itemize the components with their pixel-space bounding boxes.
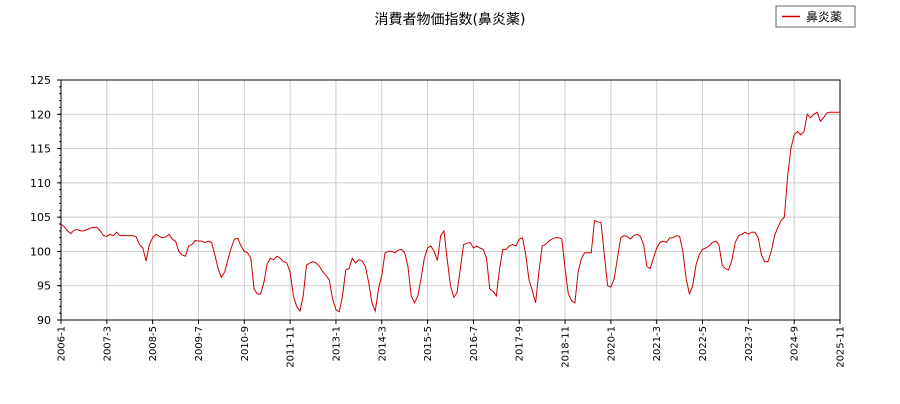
axes [57, 79, 841, 324]
y-tick-label: 95 [37, 280, 51, 293]
x-tick-label: 2014-3 [377, 326, 388, 361]
x-tick-label: 2009-7 [194, 326, 205, 361]
x-tick-label: 2006-1 [57, 326, 68, 361]
legend-label: 鼻炎薬 [806, 9, 842, 24]
x-tick-label: 2016-7 [469, 326, 480, 361]
y-tick-label: 115 [30, 143, 51, 156]
x-tick-label: 2011-11 [286, 326, 297, 368]
x-tick-label: 2022-5 [698, 326, 709, 361]
x-tick-label: 2013-1 [331, 326, 342, 361]
legend: 鼻炎薬 [775, 5, 856, 28]
legend-box [775, 5, 856, 28]
series-line-0 [60, 111, 840, 314]
x-tick-label: 2015-5 [423, 326, 434, 361]
x-tick-label: 2018-11 [561, 326, 572, 368]
chart-title: 消費者物価指数(鼻炎薬) [375, 11, 526, 28]
y-tick-label: 105 [30, 211, 51, 224]
x-tick-label: 2021-3 [652, 326, 663, 361]
x-tick-label: 2007-3 [102, 326, 113, 361]
y-tick-label: 110 [30, 177, 51, 190]
x-tick-labels: 2006-1 2007-3 2008-5 2009-7 2010-9 2011-11 201… [57, 326, 847, 368]
x-tick-label: 2010-9 [240, 326, 251, 361]
x-tick-label: 2024-9 [790, 326, 801, 361]
x-tick-label: 2017-9 [515, 326, 526, 361]
x-tick-label: 2008-5 [148, 326, 159, 361]
y-tick-labels: 90 95 100 105 110 115 120 125 [30, 74, 51, 327]
y-tick-label: 90 [37, 314, 51, 327]
y-tick-label: 100 [30, 245, 51, 258]
x-tick-label: 2025-11 [836, 326, 847, 368]
x-tick-label: 2020-1 [606, 326, 617, 361]
y-tick-label: 120 [30, 108, 51, 121]
series-lines [60, 111, 840, 314]
plot-frame [60, 79, 841, 321]
x-tick-label: 2023-7 [744, 326, 755, 361]
grid-lines [60, 79, 841, 321]
y-tick-label: 125 [30, 74, 51, 87]
